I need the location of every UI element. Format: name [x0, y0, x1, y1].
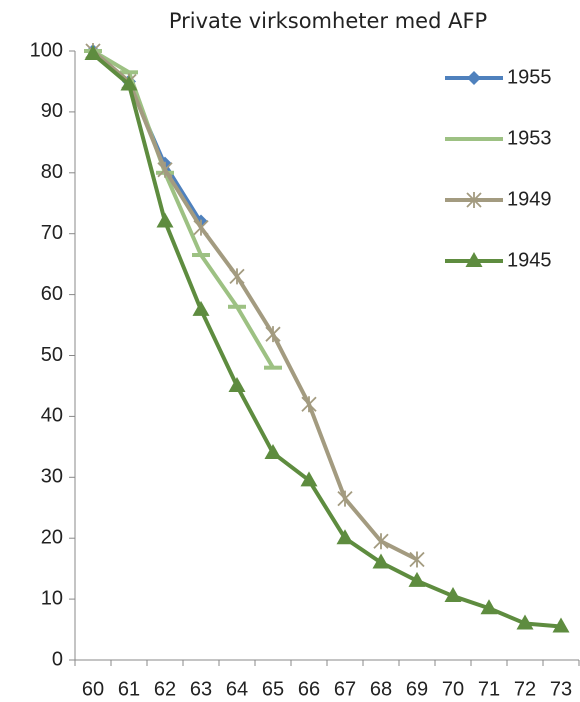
- marker: [264, 443, 282, 459]
- x-tick-label: 69: [406, 678, 428, 700]
- x-tick-label: 63: [190, 678, 212, 700]
- legend-marker: [466, 192, 482, 208]
- series-line: [91, 49, 418, 562]
- legend-marker: [465, 252, 483, 267]
- legend-marker: [467, 71, 481, 85]
- marker: [373, 533, 389, 550]
- y-tick-label: 30: [41, 466, 63, 488]
- marker: [336, 529, 354, 545]
- marker: [192, 253, 210, 258]
- x-tick-label: 73: [550, 678, 572, 700]
- marker: [337, 490, 353, 507]
- series-line: [91, 49, 275, 369]
- marker: [228, 304, 246, 309]
- x-tick-label: 71: [478, 678, 500, 700]
- x-tick-label: 61: [118, 678, 140, 700]
- marker: [444, 587, 462, 603]
- x-tick-label: 67: [334, 678, 356, 700]
- x-tick-label: 65: [262, 678, 284, 700]
- x-tick-label: 72: [514, 678, 536, 700]
- y-tick-label: 100: [30, 39, 63, 61]
- marker: [193, 219, 209, 236]
- x-tick-label: 66: [298, 678, 320, 700]
- y-tick-label: 70: [41, 222, 63, 244]
- marker: [516, 614, 534, 630]
- x-tick-label: 70: [442, 678, 464, 700]
- marker: [301, 396, 317, 413]
- marker: [157, 161, 173, 178]
- marker: [264, 365, 282, 370]
- x-tick-label: 62: [154, 678, 176, 700]
- marker: [372, 553, 390, 569]
- marker: [300, 471, 318, 487]
- marker: [552, 617, 570, 633]
- marker: [408, 571, 426, 587]
- marker: [120, 70, 138, 75]
- y-tick-label: 60: [41, 283, 63, 305]
- y-tick-label: 50: [41, 344, 63, 366]
- series-line: [92, 49, 203, 223]
- marker: [265, 326, 281, 343]
- x-tick-label: 64: [226, 678, 248, 700]
- marker: [120, 75, 138, 91]
- legend-label: 1955: [507, 66, 552, 88]
- y-tick-label: 90: [41, 100, 63, 122]
- y-tick-label: 40: [41, 405, 63, 427]
- y-tick-label: 20: [41, 526, 63, 548]
- legend-label: 1953: [507, 127, 552, 149]
- y-tick-label: 0: [52, 648, 63, 670]
- legend-label: 1945: [507, 249, 552, 271]
- marker: [228, 376, 246, 392]
- marker: [480, 599, 498, 615]
- series-line: [91, 52, 562, 629]
- y-tick-label: 80: [41, 161, 63, 183]
- x-tick-label: 60: [82, 678, 104, 700]
- x-tick-label: 68: [370, 678, 392, 700]
- legend-label: 1949: [507, 188, 552, 210]
- marker: [156, 212, 174, 228]
- marker: [409, 551, 425, 568]
- marker: [192, 300, 210, 316]
- legend-marker: [465, 137, 483, 141]
- chart-title: Private virksomheter med AFP: [169, 9, 487, 33]
- marker: [229, 268, 245, 285]
- marker: [84, 45, 102, 61]
- y-tick-label: 10: [41, 587, 63, 609]
